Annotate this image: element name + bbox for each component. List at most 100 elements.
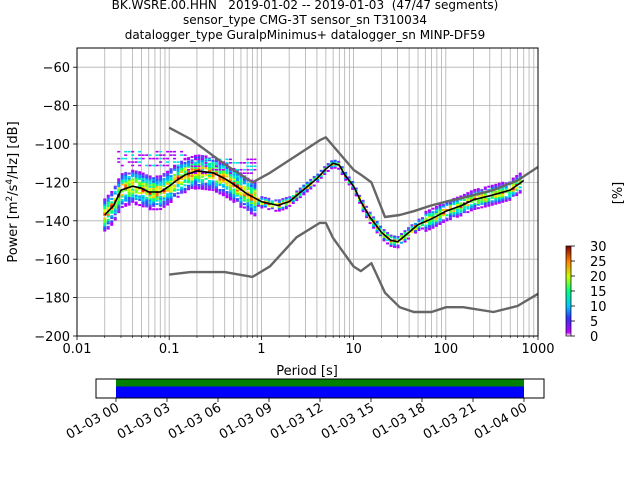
density-cell — [232, 188, 236, 191]
density-cell — [110, 222, 114, 225]
density-cell — [110, 216, 114, 219]
density-cell — [333, 164, 337, 167]
density-cell — [494, 185, 498, 188]
density-cell — [249, 168, 253, 171]
density-cell — [166, 181, 170, 184]
density-cell — [483, 188, 487, 191]
density-cell — [455, 210, 459, 213]
density-cell — [253, 191, 257, 194]
density-cell — [187, 186, 191, 189]
density-cell — [138, 191, 142, 194]
density-cell — [232, 173, 236, 176]
density-cell — [291, 201, 295, 204]
density-cell — [403, 240, 407, 243]
density-cell — [173, 167, 177, 170]
density-cell — [490, 200, 494, 203]
density-cell — [501, 200, 505, 203]
density-cell — [438, 205, 442, 208]
density-cell — [183, 184, 187, 187]
density-cell — [218, 192, 222, 195]
density-cell — [225, 191, 229, 194]
density-cell — [117, 150, 121, 153]
density-cell — [228, 189, 232, 192]
density-cell — [201, 179, 205, 182]
density-cell — [281, 208, 285, 211]
density-cell — [277, 202, 281, 205]
density-cell — [145, 186, 149, 189]
density-cell — [106, 203, 110, 206]
density-cell — [218, 173, 222, 176]
colorbar-tick-label: 10 — [590, 300, 607, 315]
density-cell — [214, 162, 218, 164]
density-cell — [476, 201, 480, 204]
density-cell — [103, 219, 107, 222]
density-cell — [183, 172, 187, 175]
density-cell — [326, 163, 330, 166]
density-cell — [281, 201, 285, 204]
density-cell — [120, 181, 124, 184]
density-cell — [263, 198, 267, 201]
density-cell — [476, 207, 480, 210]
density-cell — [452, 215, 456, 218]
density-cell — [106, 215, 110, 218]
density-cell — [480, 201, 484, 204]
density-cell — [162, 154, 166, 156]
density-cell — [225, 175, 229, 178]
density-cell — [232, 174, 236, 177]
density-cell — [211, 163, 215, 166]
density-cell — [305, 188, 309, 191]
density-cell — [162, 179, 166, 182]
density-cell — [131, 157, 135, 160]
density-cell — [417, 220, 421, 223]
density-cell — [166, 150, 170, 153]
density-cell — [462, 204, 466, 207]
density-cell — [211, 183, 215, 186]
density-cell — [141, 189, 145, 192]
density-cell — [242, 187, 246, 190]
density-cell — [249, 188, 253, 191]
density-cell — [253, 162, 257, 164]
density-cell — [221, 173, 225, 176]
density-cell — [106, 213, 110, 216]
density-cell — [445, 217, 449, 220]
density-cell — [518, 176, 522, 179]
density-cell — [162, 195, 166, 198]
density-cell — [183, 163, 187, 166]
density-cell — [431, 212, 435, 215]
density-cell — [242, 203, 246, 206]
density-cell — [515, 188, 519, 191]
ppsd-lines — [104, 126, 538, 314]
density-cell — [351, 180, 355, 183]
density-cell — [434, 212, 438, 215]
density-cell — [242, 180, 246, 183]
timeline-bars — [116, 379, 524, 398]
density-cell — [246, 207, 250, 210]
density-cell — [445, 202, 449, 205]
density-cell — [221, 178, 225, 181]
density-cell — [134, 173, 138, 176]
density-cell — [490, 186, 494, 189]
density-cell — [242, 172, 246, 174]
density-cell — [134, 187, 138, 190]
density-cell — [169, 188, 173, 191]
density-cell — [113, 197, 117, 200]
density-cell — [228, 158, 232, 161]
density-cell — [494, 199, 498, 202]
density-cell — [221, 189, 225, 192]
density-cell — [235, 173, 239, 176]
density-cell — [249, 212, 253, 215]
density-cell — [131, 171, 135, 174]
density-cell — [225, 182, 229, 185]
density-cell — [218, 183, 222, 186]
density-cell — [218, 182, 222, 185]
density-cell — [438, 214, 442, 217]
density-cell — [201, 167, 205, 170]
density-cell — [190, 176, 194, 179]
density-cell — [309, 185, 313, 188]
density-cell — [424, 224, 428, 227]
density-cell — [197, 171, 201, 174]
density-cell — [466, 211, 470, 214]
density-cell — [420, 227, 424, 230]
x-tick-label: 0.1 — [159, 342, 180, 357]
density-cell — [162, 157, 166, 160]
